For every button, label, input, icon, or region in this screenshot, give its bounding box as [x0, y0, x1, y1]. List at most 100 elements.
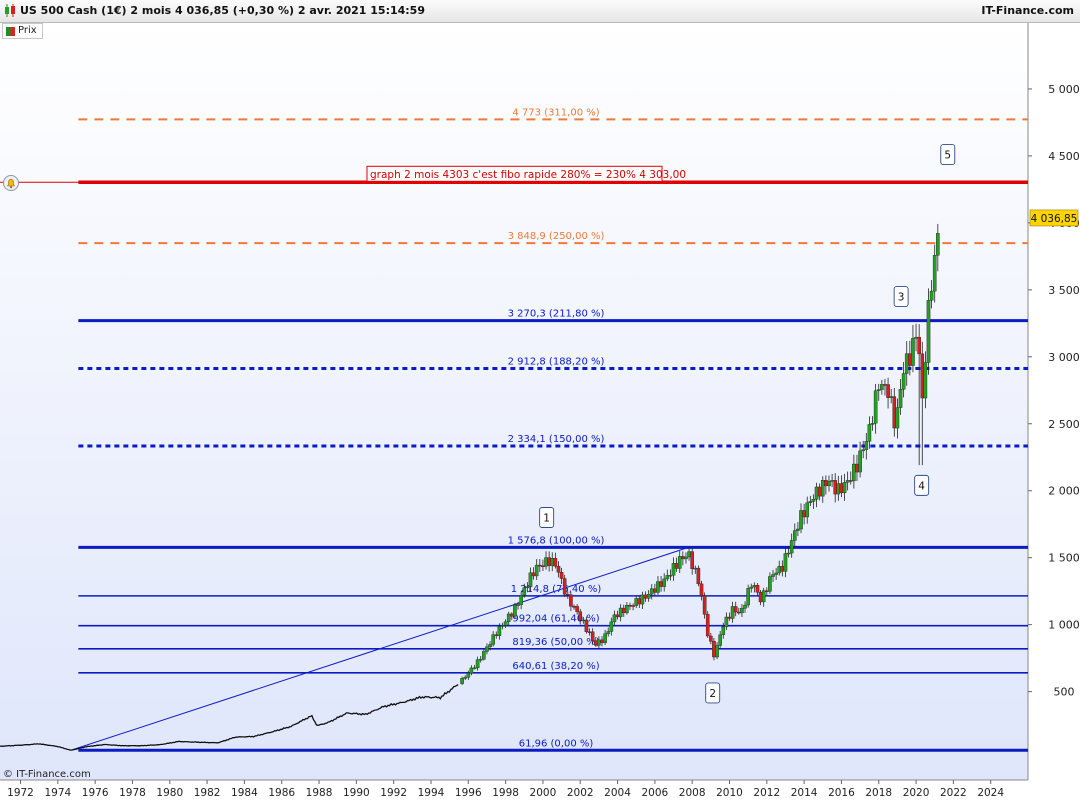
x-tick-label: 1996: [455, 787, 482, 799]
chart-title: US 500 Cash (1€) 2 mois 4 036,85 (+0,30 …: [20, 4, 425, 17]
fibo-level-label: 1 214,8 (76,40 %): [511, 584, 602, 595]
candle-body: [649, 588, 654, 595]
candle-body: [855, 463, 859, 473]
candle-body: [911, 338, 915, 366]
candle-body: [618, 607, 623, 618]
candle-body: [677, 556, 682, 569]
candle-body: [733, 606, 738, 613]
candle-body: [765, 590, 769, 592]
x-tick-label: 1972: [7, 787, 34, 799]
candle-body: [901, 373, 906, 390]
candle-body: [550, 558, 555, 566]
candle-body: [659, 581, 663, 587]
candle-body: [684, 556, 688, 560]
candle-body: [681, 556, 685, 560]
candle-body: [593, 640, 598, 646]
candle-body: [743, 604, 747, 609]
trendline[interactable]: [70, 546, 689, 751]
x-tick-label: 2010: [716, 787, 743, 799]
candle-body: [724, 616, 729, 628]
candle-body: [687, 551, 691, 558]
candle-body: [587, 631, 592, 633]
legend-prix[interactable]: Prix: [2, 23, 43, 39]
candle-body: [690, 551, 694, 569]
x-tick-label: 2024: [977, 787, 1004, 799]
y-tick-label: 3 000: [1048, 351, 1080, 364]
wave-label-box[interactable]: [705, 682, 721, 704]
candle-body: [646, 593, 651, 599]
y-tick-label: 500: [1054, 686, 1075, 699]
candle-body: [469, 667, 474, 674]
candle-body: [674, 563, 679, 569]
candle-body: [544, 557, 548, 567]
x-tick-label: 2020: [903, 787, 930, 799]
candle-body: [749, 586, 754, 589]
candle-body: [898, 389, 903, 408]
x-tick-label: 2018: [865, 787, 892, 799]
candle-body: [889, 396, 893, 398]
candle-body: [696, 567, 701, 585]
x-tick-label: 2000: [530, 787, 557, 799]
candle-body: [895, 407, 900, 429]
annotation-text: graph 2 mois 4303 c'est fibo rapide 280%…: [370, 169, 686, 181]
candle-body: [528, 572, 533, 587]
candle-body: [671, 563, 676, 576]
wave-label-box[interactable]: [914, 474, 930, 496]
wave-label: 2: [709, 688, 716, 700]
candle-body: [792, 530, 797, 541]
candle-body: [814, 486, 819, 500]
candle-body: [662, 578, 666, 587]
candle-body: [833, 480, 838, 495]
candle-body: [547, 557, 551, 566]
plot-area[interactable]: [0, 22, 1028, 780]
candle-body: [572, 606, 576, 608]
x-axis-panel: [0, 780, 1028, 800]
y-tick-label: 2 500: [1048, 418, 1080, 431]
candle-body: [861, 449, 865, 452]
candle-body: [531, 572, 536, 577]
fibo-level-label: 2 912,8 (188,20 %): [508, 356, 605, 367]
wave-label-box[interactable]: [893, 286, 909, 307]
candle-body: [513, 604, 517, 617]
x-tick-label: 2022: [940, 787, 967, 799]
candle-body: [712, 641, 716, 658]
wave-label-box[interactable]: [539, 507, 555, 528]
x-tick-label: 2008: [679, 787, 706, 799]
candle-body: [718, 634, 722, 646]
fibo-level-label: 2 334,1 (150,00 %): [508, 434, 605, 445]
x-tick-label: 1986: [268, 787, 295, 799]
y-tick-label: 1 000: [1048, 619, 1080, 632]
fibo-level-label: 1 576,8 (100,00 %): [508, 535, 605, 546]
x-tick-label: 2012: [753, 787, 780, 799]
x-tick-label: 1976: [82, 787, 109, 799]
fibo-level-label: 3 270,3 (211,80 %): [508, 309, 605, 320]
wave-label: 3: [898, 292, 905, 304]
x-tick-label: 1994: [418, 787, 445, 799]
candle-body: [876, 389, 881, 391]
brand-label: IT-Finance.com: [981, 4, 1074, 17]
title-bar: US 500 Cash (1€) 2 mois 4 036,85 (+0,30 …: [0, 0, 1080, 23]
annotation-box[interactable]: [366, 165, 663, 182]
fibo-level-label: 61,96 (0,00 %): [519, 738, 594, 749]
candle-body: [497, 626, 502, 636]
candle-body: [836, 483, 841, 495]
candle-body: [631, 605, 635, 607]
candle-body: [755, 585, 760, 593]
candle-body: [488, 644, 492, 648]
candle-body: [740, 608, 744, 614]
candle-body: [904, 353, 909, 374]
bell-icon[interactable]: [3, 175, 19, 191]
candle-body: [914, 336, 918, 339]
wave-label-box[interactable]: [940, 144, 956, 166]
candle-body: [774, 572, 778, 575]
candle-body: [693, 567, 698, 570]
x-tick-label: 1988: [306, 787, 333, 799]
candle-body: [478, 658, 483, 661]
fibo-level-label: 3 848,9 (250,00 %): [508, 231, 605, 242]
candle-body: [848, 480, 853, 482]
candle-body: [466, 672, 471, 678]
candle-body: [786, 552, 791, 555]
candle-body: [534, 564, 539, 577]
candle-body: [730, 606, 735, 619]
